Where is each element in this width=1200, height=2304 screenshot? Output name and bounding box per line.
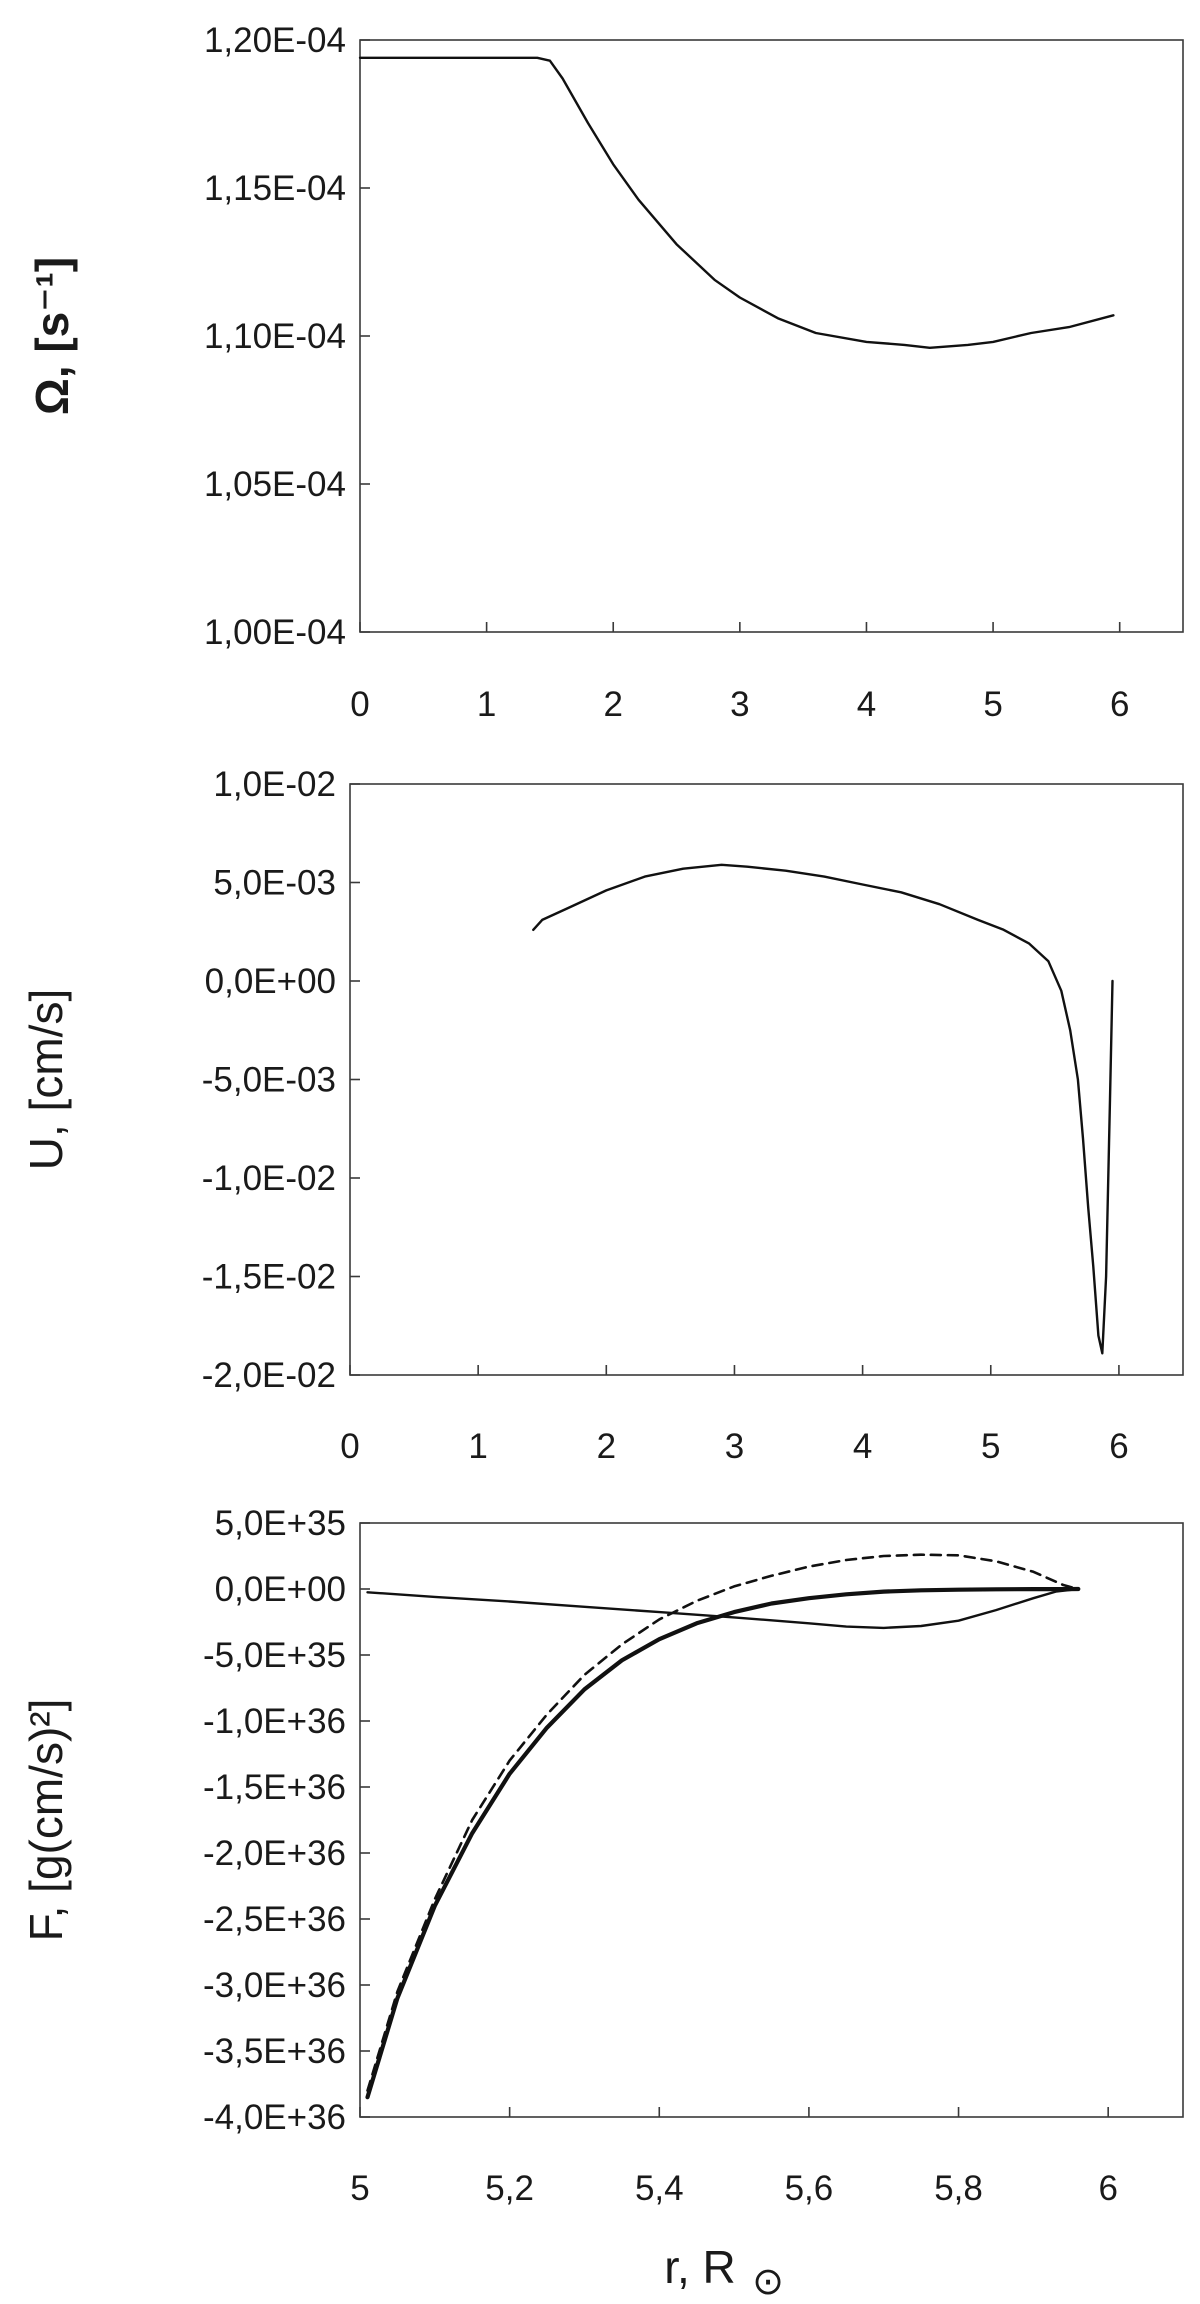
x-tick-label: 1	[477, 685, 496, 724]
plot-frame	[349, 783, 1184, 1376]
y-tick-label: -2,0E-02	[202, 1356, 336, 1395]
x-tick-label: 1	[468, 1427, 487, 1466]
series-line-solid	[358, 56, 1115, 349]
y-tick-label: -2,5E+36	[203, 1900, 346, 1939]
y-tick-label: -2,0E+36	[203, 1834, 346, 1873]
x-axis-title: r, R	[664, 2241, 736, 2293]
y-tick-label: 5,0E+35	[215, 1504, 346, 1543]
x-tick-label: 5,6	[785, 2169, 834, 2208]
x-tick-label: 0	[340, 1427, 359, 1466]
x-tick-label: 4	[853, 1427, 872, 1466]
y-tick-label: 5,0E-03	[213, 864, 336, 903]
y-tick-label: -1,0E-02	[202, 1159, 336, 1198]
y-tick-label: 1,15E-04	[204, 169, 346, 208]
plot-frame	[359, 39, 1184, 633]
y-axis-title: F, [g(cm/s)²]	[20, 1699, 72, 1942]
x-tick-label: 5,8	[934, 2169, 983, 2208]
plot-frame	[359, 1522, 1184, 2118]
y-tick-label: -1,5E-02	[202, 1258, 336, 1297]
series-line-solid	[532, 863, 1114, 1355]
y-tick-label: 1,0E-02	[213, 765, 336, 804]
series-line-thin	[366, 1587, 1080, 1630]
x-tick-label: 5	[981, 1427, 1000, 1466]
series-line-dashed	[366, 1553, 1080, 2092]
y-tick-label: 1,10E-04	[204, 317, 346, 356]
x-tick-label: 0	[350, 685, 369, 724]
x-tick-label: 6	[1109, 1427, 1128, 1466]
y-tick-label: 0,0E+00	[205, 962, 336, 1001]
y-axis-title: U, [cm/s]	[20, 989, 72, 1170]
y-tick-label: 1,05E-04	[204, 465, 346, 504]
x-tick-label: 3	[730, 685, 749, 724]
y-tick-label: 1,00E-04	[204, 613, 346, 652]
x-tick-label: 2	[603, 685, 622, 724]
y-axis-title: Ω, [s⁻¹]	[26, 257, 78, 415]
y-tick-label: -5,0E-03	[202, 1061, 336, 1100]
x-tick-label: 3	[725, 1427, 744, 1466]
y-tick-label: -4,0E+36	[203, 2098, 346, 2137]
y-tick-label: 1,20E-04	[204, 21, 346, 60]
flux-xlabel: r, R ⊙	[664, 2241, 784, 2303]
x-tick-label: 5	[983, 685, 1002, 724]
omega-panel: 0 1 2 3 4 5 6 1,00E-04 1,05E-04 1,10E-04 1,15E-04 1…	[26, 21, 1184, 724]
y-tick-label: -3,0E+36	[203, 1966, 346, 2005]
x-tick-label: 4	[857, 685, 876, 724]
x-tick-label: 5	[350, 2169, 369, 2208]
flux-panel: 5 5,2 5,4 5,6 5,8 6 -4,0E+36 -3,5E+36 -3,0E+36 -2…	[20, 1504, 1184, 2208]
y-tick-label: -1,0E+36	[203, 1702, 346, 1741]
velocity-panel: 0 1 2 3 4 5 6 -2,0E-02 -1,5E-02 -1,0E-02 -5,0E-03 0…	[20, 765, 1184, 1466]
series-line-thick	[365, 1586, 1081, 2100]
y-tick-label: -3,5E+36	[203, 2032, 346, 2071]
y-tick-label: -5,0E+35	[203, 1636, 346, 1675]
x-tick-label: 2	[597, 1427, 616, 1466]
x-tick-label: 5,2	[485, 2169, 534, 2208]
y-tick-label: 0,0E+00	[215, 1570, 346, 1609]
sun-symbol-icon: ⊙	[752, 2261, 784, 2303]
x-tick-label: 6	[1110, 685, 1129, 724]
y-tick-label: -1,5E+36	[203, 1768, 346, 1807]
x-tick-label: 5,4	[635, 2169, 684, 2208]
x-tick-label: 6	[1098, 2169, 1117, 2208]
